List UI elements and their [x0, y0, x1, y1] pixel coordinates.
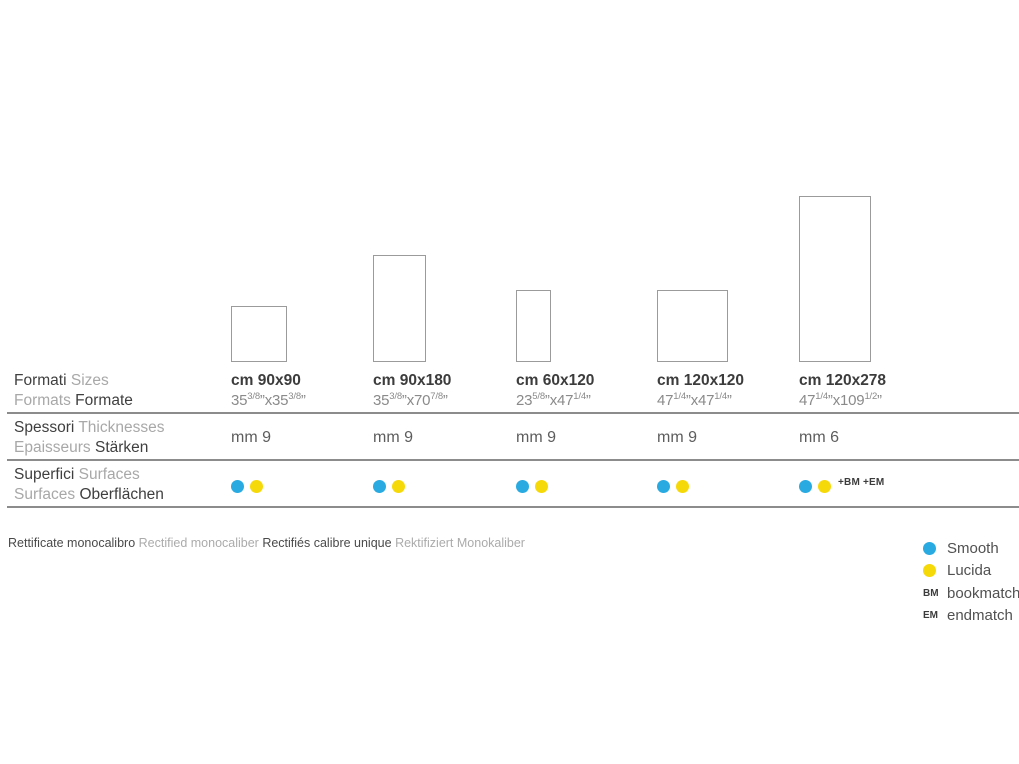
- row-header-surfaces: Superfici Surfaces Surfaces Oberflächen: [14, 465, 164, 505]
- lucida-dot-icon: [923, 564, 936, 578]
- thickness-cell: mm 6: [799, 429, 839, 446]
- legend-row-endmatch: EM endmatch: [923, 605, 1019, 628]
- label-superfici: Superfici: [14, 466, 75, 483]
- smooth-dot-icon: [373, 480, 386, 493]
- thickness-cell: mm 9: [373, 429, 413, 446]
- format-cm-label: cm 60x120: [516, 372, 595, 389]
- label-formati: Formati: [14, 372, 67, 389]
- legend-label-smooth: Smooth: [947, 539, 999, 557]
- row-header-line: Formats Formate: [14, 391, 133, 411]
- label-staerken: Stärken: [95, 439, 149, 456]
- legend-icon-slot: BM: [923, 588, 939, 599]
- footnote-it: Rettificate monocalibro: [8, 536, 136, 550]
- tile-shape-120x278: [799, 196, 871, 362]
- row-header-line: Epaisseurs Stärken: [14, 438, 165, 458]
- legend-row-bookmatch: BM bookmatch: [923, 582, 1019, 605]
- row-header-formats: Formati Sizes Formats Formate: [14, 371, 133, 411]
- footnote-de: Rektifiziert Monokaliber: [395, 536, 525, 550]
- lucida-dot-icon: [676, 480, 689, 493]
- legend-row-smooth: Smooth: [923, 537, 1019, 560]
- format-cell-120x120: cm 120x120 471/4”x471/4”: [657, 372, 744, 409]
- divider-line: [7, 412, 1019, 414]
- legend-row-lucida: Lucida: [923, 560, 1019, 583]
- em-symbol: EM: [923, 610, 938, 622]
- format-cm-label: cm 90x180: [373, 372, 452, 389]
- thickness-cell: mm 9: [516, 429, 556, 446]
- bookmatch-endmatch-note: +BM +EM: [838, 477, 885, 488]
- smooth-dot-icon: [231, 480, 244, 493]
- rectified-footnote: Rettificate monocalibro Rectified monoca…: [8, 536, 525, 550]
- label-formats: Formats: [14, 392, 71, 409]
- smooth-dot-icon: [799, 480, 812, 493]
- label-surfaces-fr: Surfaces: [14, 486, 76, 503]
- lucida-dot-icon: [818, 480, 831, 493]
- tile-shape-90x90: [231, 306, 287, 362]
- label-oberflaechen: Oberflächen: [79, 486, 164, 503]
- surfaces-cell: [657, 480, 689, 493]
- format-inch-label: 471/4”x1091/2”: [799, 391, 882, 409]
- legend-icon-slot: [923, 541, 939, 555]
- legend-icon-slot: EM: [923, 610, 939, 621]
- label-thicknesses: Thicknesses: [78, 419, 165, 436]
- format-cm-label: cm 120x120: [657, 372, 745, 389]
- format-cell-90x90: cm 90x90 353/8”x353/8”: [231, 372, 306, 409]
- row-header-line: Surfaces Oberflächen: [14, 485, 164, 505]
- legend-label-endmatch: endmatch: [947, 607, 1013, 625]
- tile-shape-60x120: [516, 290, 551, 362]
- surfaces-cell: [231, 480, 263, 493]
- tile-shape-120x120: [657, 290, 728, 362]
- surfaces-cell: [516, 480, 548, 493]
- format-cm-label: cm 120x278: [799, 372, 887, 389]
- smooth-dot-icon: [516, 480, 529, 493]
- lucida-dot-icon: [535, 480, 548, 493]
- label-sizes: Sizes: [70, 372, 109, 389]
- row-header-line: Formati Sizes: [14, 371, 133, 391]
- bm-symbol: BM: [923, 587, 939, 599]
- footnote-en: Rectified monocaliber: [138, 536, 259, 550]
- row-header-thickness: Spessori Thicknesses Epaisseurs Stärken: [14, 418, 165, 458]
- format-inch-label: 353/8”x353/8”: [231, 391, 306, 409]
- surfaces-cell: [373, 480, 405, 493]
- surfaces-cell: +BM +EM: [799, 477, 885, 493]
- row-header-line: Spessori Thicknesses: [14, 418, 165, 438]
- surface-legend: Smooth Lucida BM bookmatch EM endmatch: [923, 537, 1019, 627]
- lucida-dot-icon: [392, 480, 405, 493]
- divider-line: [7, 506, 1019, 508]
- legend-icon-slot: [923, 564, 939, 578]
- format-inch-label: 235/8”x471/4”: [516, 391, 591, 409]
- thickness-cell: mm 9: [231, 429, 271, 446]
- thickness-cell: mm 9: [657, 429, 697, 446]
- lucida-dot-icon: [250, 480, 263, 493]
- format-inch-label: 471/4”x471/4”: [657, 391, 732, 409]
- label-spessori: Spessori: [14, 419, 75, 436]
- format-inch-label: 353/8”x707/8”: [373, 391, 448, 409]
- row-header-line: Superfici Surfaces: [14, 465, 164, 485]
- legend-label-bookmatch: bookmatch: [947, 584, 1019, 602]
- tile-shape-90x180: [373, 255, 426, 362]
- smooth-dot-icon: [923, 541, 936, 555]
- label-epaisseurs: Epaisseurs: [14, 439, 91, 456]
- label-formate: Formate: [75, 392, 133, 409]
- label-surfaces-en: Surfaces: [78, 466, 140, 483]
- format-cm-label: cm 90x90: [231, 372, 301, 389]
- footnote-fr: Rectifiés calibre unique: [262, 536, 392, 550]
- format-cell-90x180: cm 90x180 353/8”x707/8”: [373, 372, 451, 409]
- format-cell-60x120: cm 60x120 235/8”x471/4”: [516, 372, 594, 409]
- divider-line: [7, 459, 1019, 461]
- format-cell-120x278: cm 120x278 471/4”x1091/2”: [799, 372, 886, 409]
- smooth-dot-icon: [657, 480, 670, 493]
- legend-label-lucida: Lucida: [947, 562, 992, 580]
